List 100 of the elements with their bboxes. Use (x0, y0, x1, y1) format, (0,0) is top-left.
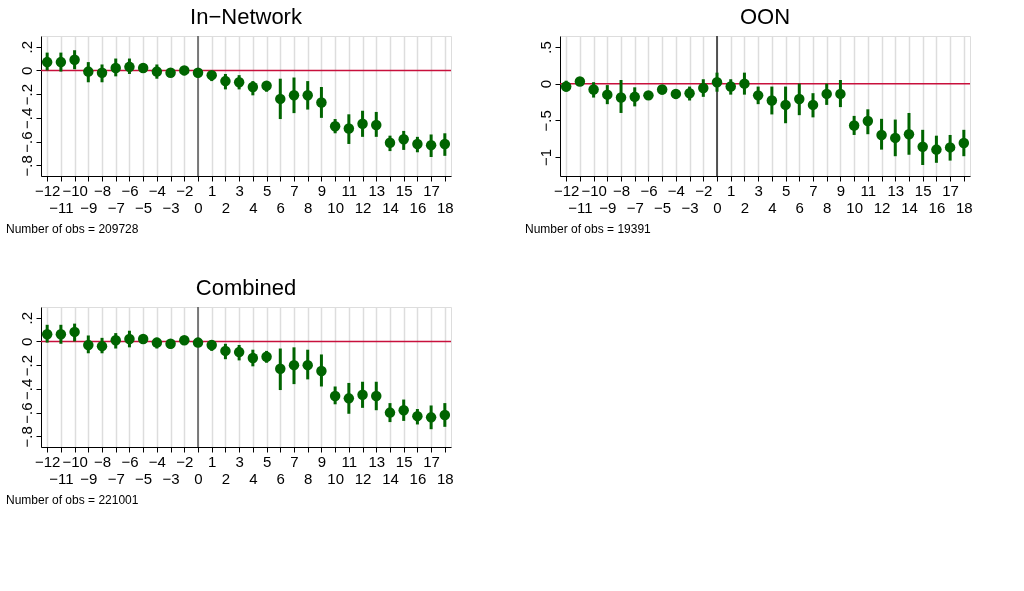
text: Number of obs = 221001 (6, 493, 139, 507)
x-tick-label: 15 (914, 181, 932, 199)
x-tick-label: −11 (49, 469, 74, 487)
x-tick-label: 12 (873, 198, 891, 216)
chart-title: Combined (195, 275, 297, 301)
y-tick-label: 0 (17, 337, 35, 347)
x-tick-label: 17 (942, 181, 959, 199)
x-tick-label: −5 (135, 469, 153, 487)
y-tick-label: −.4 (17, 107, 35, 130)
x-tick-label: −12 (34, 452, 61, 470)
x-tick-label: 8 (823, 198, 832, 216)
y-tick-label: 0 (17, 66, 35, 76)
y-tick-label: −.5 (536, 110, 554, 132)
x-tick-label: −4 (148, 452, 166, 470)
text: Number of obs = 19391 (525, 222, 652, 236)
x-tick-label: −11 (49, 198, 74, 216)
x-tick-label: 16 (928, 198, 946, 216)
x-tick-label: 2 (740, 198, 750, 216)
x-tick-label: 13 (368, 181, 386, 199)
x-tick-label: 12 (354, 469, 372, 487)
x-tick-label: 16 (409, 469, 427, 487)
x-tick-label: −3 (162, 198, 180, 216)
x-tick-label: 7 (809, 181, 818, 199)
x-tick-label: 14 (382, 198, 399, 216)
x-tick-label: 5 (262, 452, 272, 470)
y-tick-label: 0 (536, 79, 554, 89)
x-tick-label: 5 (262, 181, 272, 199)
x-tick-label: 13 (368, 452, 386, 470)
x-tick-label: 11 (860, 181, 877, 199)
x-tick-label: 5 (781, 181, 791, 199)
x-tick-label: −3 (681, 198, 699, 216)
text: Number of obs = 209728 (6, 222, 139, 236)
x-tick-label: 15 (395, 181, 413, 199)
y-tick-label: .2 (17, 311, 35, 325)
x-tick-label: 9 (317, 181, 327, 199)
y-tick-label: .5 (536, 41, 554, 54)
x-tick-label: 1 (208, 181, 217, 199)
x-tick-label: 13 (887, 181, 905, 199)
x-tick-label: −2 (176, 181, 194, 199)
x-tick-label: 3 (754, 181, 763, 199)
x-tick-label: 2 (221, 469, 231, 487)
x-tick-label: −7 (626, 198, 644, 216)
x-tick-label: 0 (194, 198, 203, 216)
x-tick-label: −7 (107, 469, 125, 487)
x-tick-label: 6 (276, 198, 285, 216)
y-tick-label: −1 (536, 148, 554, 166)
x-tick-label: −6 (640, 181, 658, 199)
x-tick-label: −5 (654, 198, 672, 216)
x-tick-label: 11 (341, 452, 358, 470)
chart-title: OON (739, 4, 791, 30)
x-tick-label: 10 (327, 198, 344, 216)
x-tick-label: 3 (235, 452, 244, 470)
x-tick-label: −9 (599, 198, 617, 216)
y-tick-label: −.4 (17, 378, 35, 401)
x-tick-label: 12 (354, 198, 372, 216)
x-tick-label: 6 (276, 469, 285, 487)
x-tick-label: 14 (901, 198, 918, 216)
x-tick-label: −10 (581, 181, 607, 199)
x-tick-label: 18 (436, 198, 454, 216)
x-tick-label: −10 (62, 181, 88, 199)
x-tick-label: −4 (667, 181, 685, 199)
y-tick-label: −.2 (17, 354, 35, 377)
x-tick-label: 7 (290, 452, 299, 470)
x-tick-label: −10 (62, 452, 88, 470)
x-tick-label: 16 (409, 198, 427, 216)
x-tick-label: 3 (235, 181, 244, 199)
x-tick-label: 10 (846, 198, 863, 216)
x-tick-label: 17 (423, 181, 440, 199)
y-tick-label: −.8 (17, 155, 35, 177)
x-tick-label: −2 (695, 181, 713, 199)
x-tick-label: −7 (107, 198, 125, 216)
x-tick-label: 4 (768, 198, 777, 216)
x-tick-label: −6 (121, 452, 139, 470)
x-tick-label: 0 (194, 469, 203, 487)
x-tick-label: 1 (208, 452, 217, 470)
x-tick-label: 18 (436, 469, 454, 487)
x-tick-label: 4 (249, 469, 258, 487)
y-tick-label: .2 (17, 40, 35, 54)
x-tick-label: 14 (382, 469, 399, 487)
x-tick-label: −8 (93, 452, 112, 470)
x-tick-label: 9 (317, 452, 327, 470)
x-tick-label: 1 (727, 181, 736, 199)
x-tick-label: −8 (93, 181, 112, 199)
x-tick-label: 2 (221, 198, 231, 216)
x-tick-label: −6 (121, 181, 139, 199)
x-tick-label: 0 (713, 198, 722, 216)
x-tick-label: 18 (955, 198, 973, 216)
x-tick-label: −9 (80, 469, 98, 487)
x-tick-label: 10 (327, 469, 344, 487)
x-tick-label: −5 (135, 198, 153, 216)
x-tick-label: −9 (80, 198, 98, 216)
x-tick-label: 17 (423, 452, 440, 470)
x-tick-label: −8 (612, 181, 631, 199)
x-tick-label: 15 (395, 452, 413, 470)
y-tick-label: −.6 (17, 402, 35, 424)
x-tick-label: −12 (553, 181, 580, 199)
x-tick-label: −12 (34, 181, 61, 199)
x-tick-label: 7 (290, 181, 299, 199)
x-tick-label: −4 (148, 181, 166, 199)
x-tick-label: 6 (795, 198, 804, 216)
